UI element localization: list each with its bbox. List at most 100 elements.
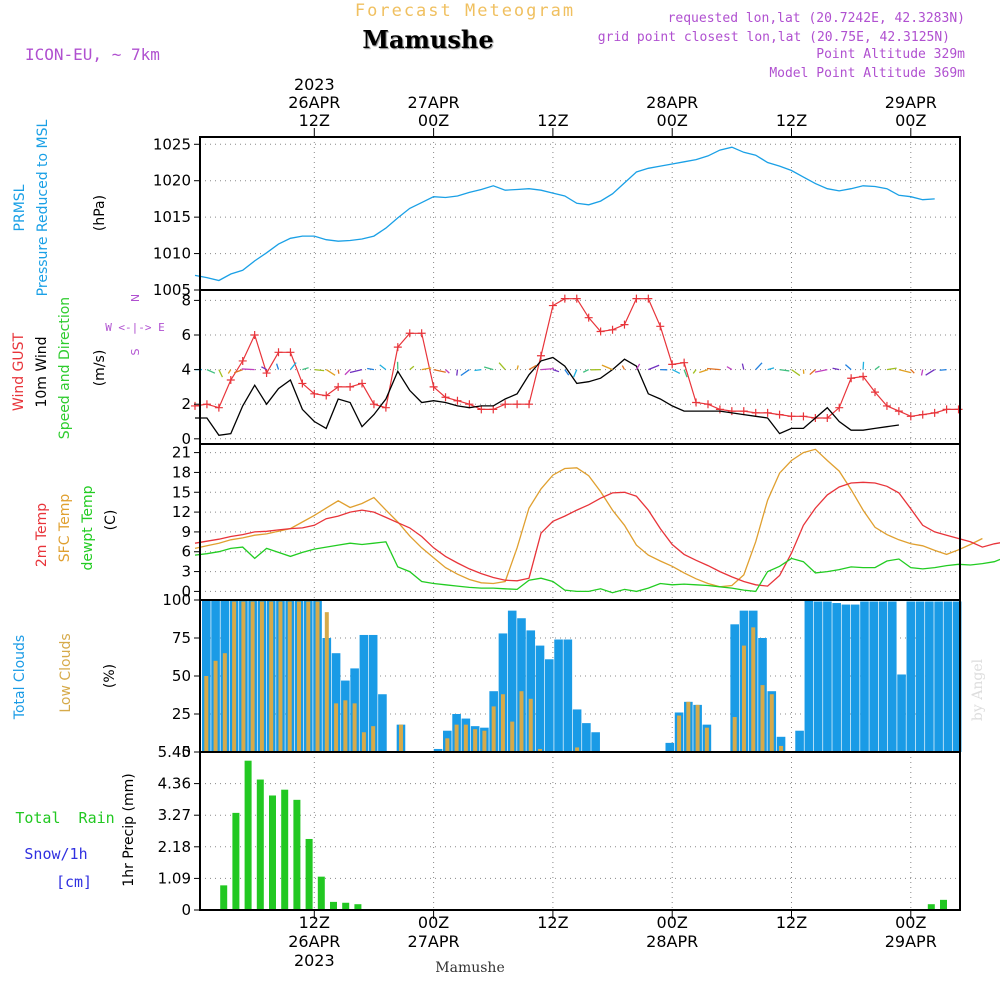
total-cloud-bar bbox=[572, 709, 582, 752]
y-tick-label: 12 bbox=[172, 503, 191, 521]
location-title: Mamushe bbox=[362, 25, 493, 54]
total-cloud-bar bbox=[498, 633, 508, 752]
y-tick-label: 0 bbox=[181, 901, 191, 919]
gust-marker bbox=[202, 400, 211, 409]
gust-marker bbox=[226, 375, 235, 384]
gust-marker bbox=[417, 329, 426, 338]
gust-marker bbox=[298, 379, 307, 388]
low-cloud-bar bbox=[677, 715, 682, 752]
total-cloud-bar bbox=[813, 601, 823, 752]
wind-arrow bbox=[621, 365, 626, 370]
wind-arrow bbox=[528, 364, 537, 371]
total-cloud-bar bbox=[804, 600, 814, 752]
y-tick-label: 2 bbox=[181, 395, 191, 413]
wind-compass: W <-|-> E bbox=[105, 321, 165, 334]
y-tick-label: 6 bbox=[181, 326, 191, 344]
total-cloud-bar bbox=[795, 730, 804, 752]
wind-arrow bbox=[573, 369, 578, 378]
y-tick-label: 1005 bbox=[153, 281, 191, 299]
low-cloud-bar bbox=[473, 729, 478, 752]
wind-arrow bbox=[460, 369, 470, 377]
gust-marker bbox=[739, 407, 748, 416]
gust-marker bbox=[930, 408, 939, 417]
total-cloud-bar bbox=[943, 601, 953, 752]
gust-marker bbox=[859, 372, 868, 381]
bottom-time-label: 00Z bbox=[895, 913, 926, 932]
y-tick-label: 2.18 bbox=[158, 838, 191, 856]
wind-compass-s: S bbox=[129, 348, 142, 355]
low-cloud-bar bbox=[324, 612, 329, 752]
rain-bar bbox=[220, 885, 228, 910]
wind-arrow bbox=[779, 368, 790, 372]
wind-arrow bbox=[484, 366, 494, 371]
gust-marker bbox=[489, 405, 498, 414]
gust-marker bbox=[477, 405, 486, 414]
precip-label-rain: Total Rain bbox=[15, 809, 114, 827]
rain-bar bbox=[317, 876, 325, 910]
top-date-label: 28APR bbox=[646, 93, 698, 112]
gust-marker bbox=[572, 294, 581, 303]
bottom-time-label: 12Z bbox=[299, 913, 330, 932]
gust-marker bbox=[799, 412, 808, 421]
gust-marker bbox=[775, 410, 784, 419]
low-cloud-bar bbox=[779, 745, 784, 752]
forecast-meteogram-title: Forecast Meteogram bbox=[355, 1, 575, 21]
total-cloud-bar bbox=[517, 618, 526, 752]
wind-arrow bbox=[832, 367, 840, 371]
y-tick-label: 3 bbox=[181, 563, 191, 581]
frame-layer bbox=[199, 136, 961, 911]
rain-bar bbox=[927, 904, 935, 910]
low-cloud-bar bbox=[741, 645, 746, 752]
total-cloud-bar bbox=[544, 659, 554, 752]
wind-arrow bbox=[939, 368, 947, 371]
temp-label-sfc: SFC Temp bbox=[57, 494, 73, 563]
precip-label-cm: [cm] bbox=[56, 873, 92, 891]
gust-marker bbox=[453, 396, 462, 405]
gust-marker bbox=[513, 400, 522, 409]
low-cloud-bar bbox=[213, 660, 218, 752]
wind-arrow bbox=[910, 369, 915, 374]
total-cloud-bar bbox=[554, 639, 563, 752]
total-cloud-bar bbox=[563, 639, 573, 752]
wind-arrow bbox=[814, 368, 828, 373]
wind-arrow bbox=[809, 369, 816, 376]
total-cloud-bar bbox=[823, 601, 832, 752]
bottom-date-label: 26APR bbox=[288, 932, 340, 951]
total-cloud-bar bbox=[832, 603, 841, 752]
gust-marker bbox=[942, 405, 951, 414]
total-cloud-bar bbox=[535, 645, 545, 752]
wind-arrow bbox=[706, 367, 720, 371]
top-time-label: 12Z bbox=[776, 111, 807, 130]
model-altitude: Model Point Altitude 369m bbox=[769, 66, 965, 81]
wind-compass-n: N bbox=[129, 294, 142, 302]
total-cloud-bar bbox=[850, 604, 860, 752]
gust-marker bbox=[954, 405, 963, 414]
total-cloud-bar bbox=[925, 601, 934, 752]
footer-location: Mamushe bbox=[435, 960, 504, 976]
low-cloud-bar bbox=[315, 601, 320, 752]
y-tick-label: 18 bbox=[172, 463, 191, 481]
pressure-label-prmsl: PRMSL bbox=[12, 184, 28, 231]
low-cloud-bar bbox=[491, 706, 496, 752]
total-cloud-bar bbox=[897, 674, 906, 752]
cloud-label-total: Total Clouds bbox=[12, 635, 28, 720]
total-cloud-bar bbox=[368, 634, 378, 752]
low-cloud-bar bbox=[751, 627, 756, 752]
gust-marker bbox=[560, 294, 569, 303]
wind-arrow bbox=[540, 367, 554, 371]
wind-arrow bbox=[302, 367, 309, 371]
wind-arrow bbox=[844, 364, 852, 371]
rain-bar bbox=[232, 812, 240, 910]
rain-bar bbox=[269, 795, 276, 910]
gust-marker bbox=[405, 329, 414, 338]
low-cloud-bar bbox=[398, 724, 403, 752]
gust-marker bbox=[310, 389, 319, 398]
gust-marker bbox=[727, 407, 736, 416]
gust-marker bbox=[358, 379, 367, 388]
bottom-year-label: 2023 bbox=[294, 951, 335, 970]
gust-marker bbox=[214, 403, 223, 412]
low-cloud-bar bbox=[287, 601, 292, 752]
wind-arrow bbox=[261, 366, 267, 371]
low-cloud-bar bbox=[269, 601, 274, 752]
wind-arrow bbox=[421, 367, 432, 371]
